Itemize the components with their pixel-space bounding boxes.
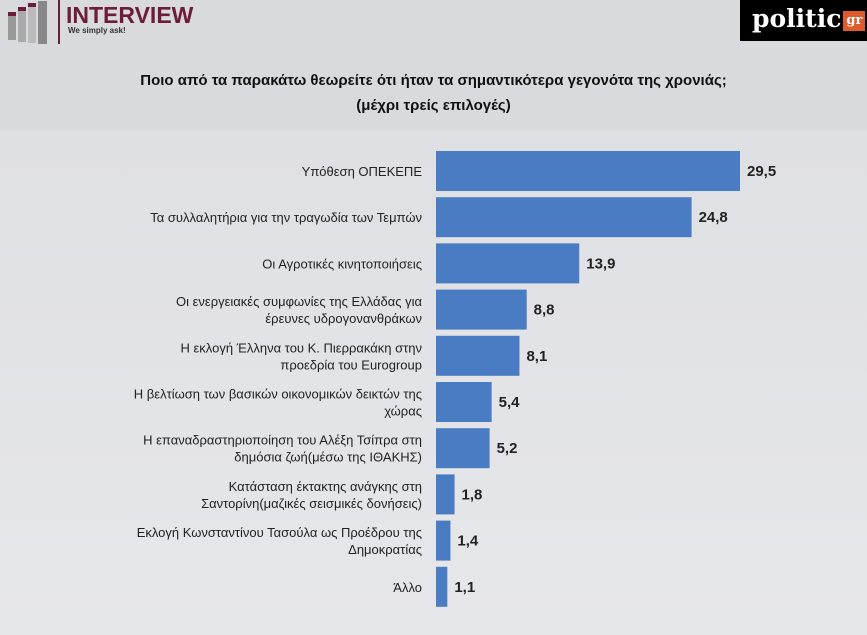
data-label: 1,4 [457,533,479,550]
category-label: Η επαναδραστηριοποίηση του Αλέξη Τσίπρα … [143,433,422,448]
category-label: Η εκλογή Έλληνα του Κ. Πιερρακάκη στην [181,340,422,355]
category-label: Υπόθεση ΟΠΕΚΕΠΕ [302,164,423,179]
bar [436,243,580,284]
category-label: Δημοκρατίας [348,542,422,557]
category-label: Τα συλλαλητήρια για την τραγωδία των Τεμ… [150,210,422,225]
category-label: Οι ενεργειακές συμφωνίες της Ελλάδας για [176,294,422,309]
bar [436,151,740,191]
bar [436,289,527,330]
category-label: Εκλογή Κωνσταντίνου Τασούλα ως Προέδρου … [137,525,422,540]
data-label: 8,8 [534,302,555,319]
data-label: 5,4 [499,394,521,411]
data-label: 29,5 [747,163,776,180]
background [0,130,867,635]
category-label: προεδρία του Eurogroup [280,357,422,372]
politic-logo-text: politic [752,4,842,33]
chart-title: Ποιο από τα παρακάτω θεωρείτε ότι ήταν τ… [140,72,727,89]
category-label: Άλλο [393,580,422,595]
category-label: Οι Αγροτικές κινητοποιήσεις [262,256,422,271]
bars-logo-icon [8,1,47,44]
bar [436,197,692,238]
data-label: 24,8 [699,209,728,226]
bar [436,520,451,561]
bar [436,382,492,422]
category-label: Η βελτίωση των βασικών οικονομικών δεικτ… [134,387,422,402]
logo-divider [58,0,60,44]
data-label: 5,2 [497,440,518,457]
interview-logo: INTERVIEW We simply ask! [4,0,204,45]
data-label: 13,9 [586,255,615,272]
chart-title-block: Ποιο από τα παρακάτω θεωρείτε ότι ήταν τ… [0,68,867,118]
bar [436,566,448,607]
politic-logo: politic gr [740,0,867,41]
category-label: Σαντορίνη(μαζικές σεισμικές δονήσεις) [201,496,422,511]
politic-logo-suffix: gr [843,10,866,31]
data-label: 1,1 [454,579,475,596]
category-label: Κατάσταση έκτακτης ανάγκης στη [229,479,422,494]
data-label: 1,8 [462,486,483,503]
bar [436,428,490,469]
chart-subtitle: (μέχρι τρείς επιλογές) [356,97,511,114]
category-label: χώρας [384,404,422,419]
brand-tagline: We simply ask! [68,26,126,35]
data-label: 8,1 [526,348,547,365]
brand-name: INTERVIEW [66,2,194,28]
category-label: έρευνες υδρογονανθράκων [265,311,422,326]
category-label: δημόσια ζωή(μέσω της ΙΘΑΚΗΣ) [234,450,422,465]
bar [436,474,455,515]
bar [436,335,520,376]
